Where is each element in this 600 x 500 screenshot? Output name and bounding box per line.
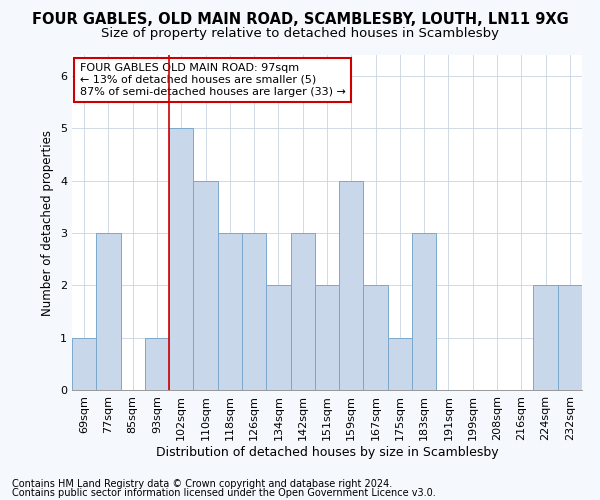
Bar bbox=[388, 338, 412, 390]
Bar bbox=[290, 233, 315, 390]
Bar bbox=[533, 286, 558, 390]
Bar bbox=[242, 233, 266, 390]
Bar bbox=[364, 286, 388, 390]
Text: Contains HM Land Registry data © Crown copyright and database right 2024.: Contains HM Land Registry data © Crown c… bbox=[12, 479, 392, 489]
Bar bbox=[412, 233, 436, 390]
Bar bbox=[169, 128, 193, 390]
Bar bbox=[339, 180, 364, 390]
Bar bbox=[558, 286, 582, 390]
Text: FOUR GABLES OLD MAIN ROAD: 97sqm
← 13% of detached houses are smaller (5)
87% of: FOUR GABLES OLD MAIN ROAD: 97sqm ← 13% o… bbox=[80, 64, 346, 96]
Bar bbox=[145, 338, 169, 390]
Bar bbox=[218, 233, 242, 390]
Bar bbox=[72, 338, 96, 390]
Text: Contains public sector information licensed under the Open Government Licence v3: Contains public sector information licen… bbox=[12, 488, 436, 498]
Bar bbox=[266, 286, 290, 390]
Bar bbox=[315, 286, 339, 390]
Text: Size of property relative to detached houses in Scamblesby: Size of property relative to detached ho… bbox=[101, 28, 499, 40]
Bar bbox=[96, 233, 121, 390]
Y-axis label: Number of detached properties: Number of detached properties bbox=[41, 130, 55, 316]
Text: FOUR GABLES, OLD MAIN ROAD, SCAMBLESBY, LOUTH, LN11 9XG: FOUR GABLES, OLD MAIN ROAD, SCAMBLESBY, … bbox=[32, 12, 568, 28]
X-axis label: Distribution of detached houses by size in Scamblesby: Distribution of detached houses by size … bbox=[155, 446, 499, 458]
Bar bbox=[193, 180, 218, 390]
